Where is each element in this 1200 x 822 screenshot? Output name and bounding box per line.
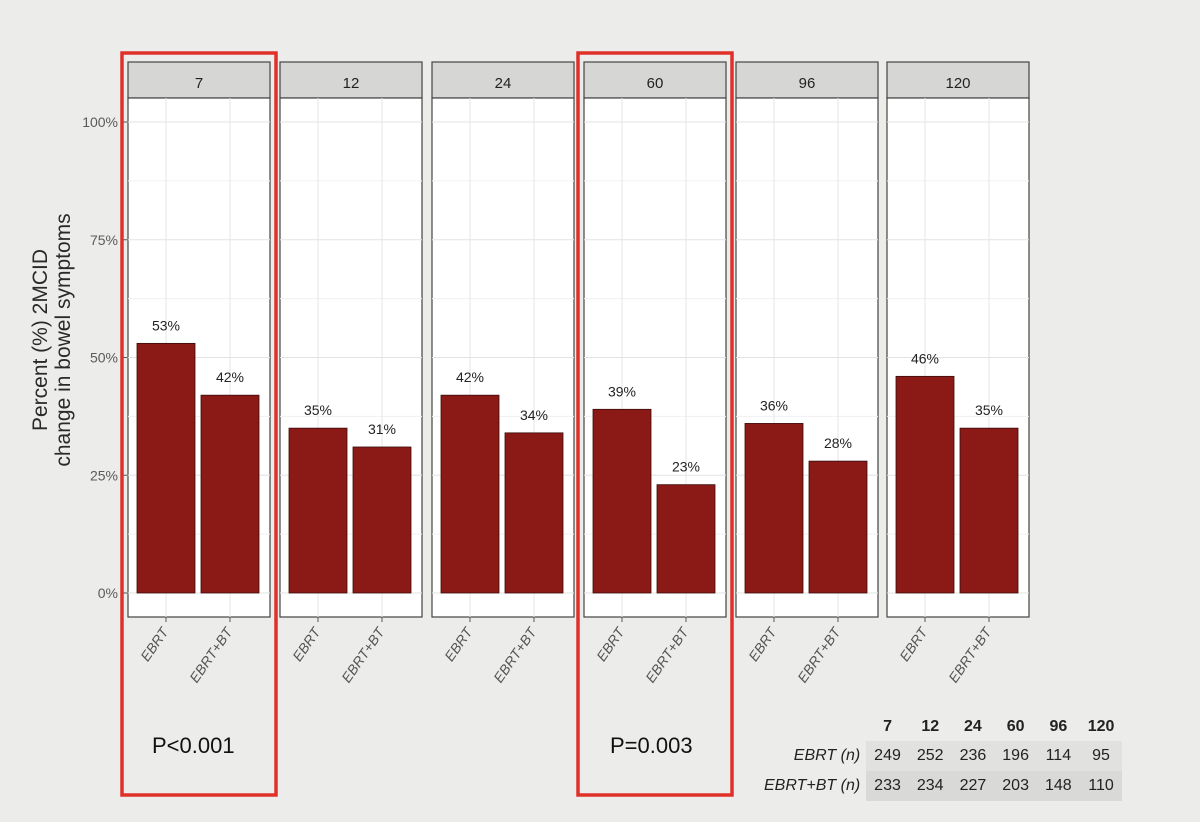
data-label: 35% bbox=[304, 402, 332, 418]
x-axis-tick-label: EBRT+BT bbox=[490, 623, 540, 685]
x-axis-tick-label: EBRT+BT bbox=[945, 623, 995, 685]
x-axis-tick-label: EBRT bbox=[441, 623, 476, 664]
table-row-ebrt: EBRT (n) 249 252 236 196 114 95 bbox=[756, 741, 1123, 771]
y-axis-tick-label: 50% bbox=[90, 350, 118, 366]
bar-ebrt bbox=[744, 423, 804, 594]
bar-ebrt-bt bbox=[200, 394, 260, 594]
y-axis-label: Percent (%) 2MCID change in bowel sympto… bbox=[29, 213, 75, 466]
x-axis-tick-label: EBRT bbox=[289, 623, 324, 664]
data-label: 23% bbox=[672, 459, 700, 475]
x-axis-tick-label: EBRT bbox=[896, 623, 931, 664]
table-header-cell: 12 bbox=[921, 718, 940, 735]
bar-ebrt-bt bbox=[352, 446, 412, 594]
bar-ebrt bbox=[895, 375, 955, 594]
table-cell: 203 bbox=[994, 771, 1037, 801]
x-axis-tick-label: EBRT+BT bbox=[794, 623, 844, 685]
table-cell: 196 bbox=[994, 741, 1037, 771]
data-label: 53% bbox=[152, 317, 180, 333]
table-cell: 236 bbox=[951, 741, 995, 771]
table-cell: 252 bbox=[908, 741, 952, 771]
table-header-cell: 60 bbox=[1006, 718, 1025, 735]
data-label: 42% bbox=[216, 369, 244, 385]
table-header-cell: 120 bbox=[1087, 718, 1115, 735]
data-label: 46% bbox=[911, 350, 939, 366]
x-axis-tick-label: EBRT+BT bbox=[186, 623, 236, 685]
facet-strip-label: 96 bbox=[799, 75, 816, 92]
facet-strip bbox=[886, 61, 1030, 99]
p-value-annotation-60: P=0.003 bbox=[610, 733, 693, 758]
table-cell: 227 bbox=[951, 771, 995, 801]
table-cell: 233 bbox=[866, 771, 909, 801]
table-cell: 249 bbox=[866, 741, 909, 771]
highlight-box-7 bbox=[120, 51, 278, 797]
bar-ebrt-bt bbox=[504, 432, 564, 594]
y-axis-label-line-2: change in bowel symptoms bbox=[52, 213, 75, 467]
y-axis-tick-label: 75% bbox=[90, 232, 118, 248]
table-row-ebrt-bt: EBRT+BT (n) 233 234 227 203 148 110 bbox=[756, 771, 1123, 801]
bar-ebrt bbox=[288, 427, 348, 594]
facet-strip-label: 60 bbox=[647, 75, 664, 92]
bar-ebrt bbox=[440, 394, 500, 594]
table-header-cell: 7 bbox=[883, 718, 892, 735]
facet-strip bbox=[127, 61, 271, 99]
sample-size-table: 7 12 24 60 96 120 EBRT (n) 249 252 236 1… bbox=[756, 713, 1123, 801]
y-axis-label-line-1: Percent (%) 2MCID bbox=[29, 248, 52, 432]
highlight-box-60 bbox=[576, 51, 734, 797]
y-axis-tick-label: 100% bbox=[82, 114, 118, 130]
data-label: 34% bbox=[520, 407, 548, 423]
table-header-cell: 24 bbox=[964, 718, 982, 735]
facet-strip-label: 120 bbox=[945, 75, 970, 92]
facet-strip-label: 7 bbox=[195, 75, 203, 92]
bar-ebrt-bt bbox=[808, 460, 868, 594]
facet-strip-label: 12 bbox=[343, 75, 360, 92]
table-cell: 114 bbox=[1036, 741, 1080, 771]
facet-strip bbox=[431, 61, 575, 99]
facet-strip bbox=[735, 61, 879, 99]
data-label: 36% bbox=[760, 397, 788, 413]
data-label: 31% bbox=[368, 421, 396, 437]
table-cell: 148 bbox=[1036, 771, 1080, 801]
facet-strip bbox=[583, 61, 727, 99]
x-axis-tick-label: EBRT+BT bbox=[338, 623, 388, 685]
table-row-label: EBRT+BT (n) bbox=[764, 777, 861, 794]
x-axis-tick-label: EBRT bbox=[593, 623, 628, 664]
table-corner bbox=[756, 713, 866, 741]
table-row-label: EBRT (n) bbox=[793, 747, 861, 764]
x-axis-tick-label: EBRT bbox=[745, 623, 780, 664]
table-cell: 110 bbox=[1079, 771, 1123, 801]
table-header-row: 7 12 24 60 96 120 bbox=[756, 713, 1122, 741]
table-cell: 95 bbox=[1079, 741, 1123, 771]
p-value-annotation-7: P<0.001 bbox=[152, 733, 235, 758]
bar-ebrt bbox=[136, 342, 196, 594]
y-axis-tick-label: 25% bbox=[90, 467, 118, 483]
x-axis-tick-label: EBRT+BT bbox=[642, 623, 692, 685]
table-cell: 234 bbox=[908, 771, 952, 801]
facet-strip bbox=[279, 61, 423, 99]
x-axis-tick-label: EBRT bbox=[137, 623, 172, 664]
data-label: 28% bbox=[824, 435, 852, 451]
y-axis-tick-label: 0% bbox=[98, 585, 118, 601]
bar-ebrt bbox=[592, 408, 652, 594]
facet-strip-label: 24 bbox=[495, 75, 512, 92]
table-header-cell: 96 bbox=[1049, 718, 1068, 735]
data-label: 39% bbox=[608, 383, 636, 399]
data-label: 42% bbox=[456, 369, 484, 385]
bar-ebrt-bt bbox=[656, 484, 716, 594]
data-label: 35% bbox=[975, 402, 1003, 418]
bar-ebrt-bt bbox=[959, 427, 1019, 594]
